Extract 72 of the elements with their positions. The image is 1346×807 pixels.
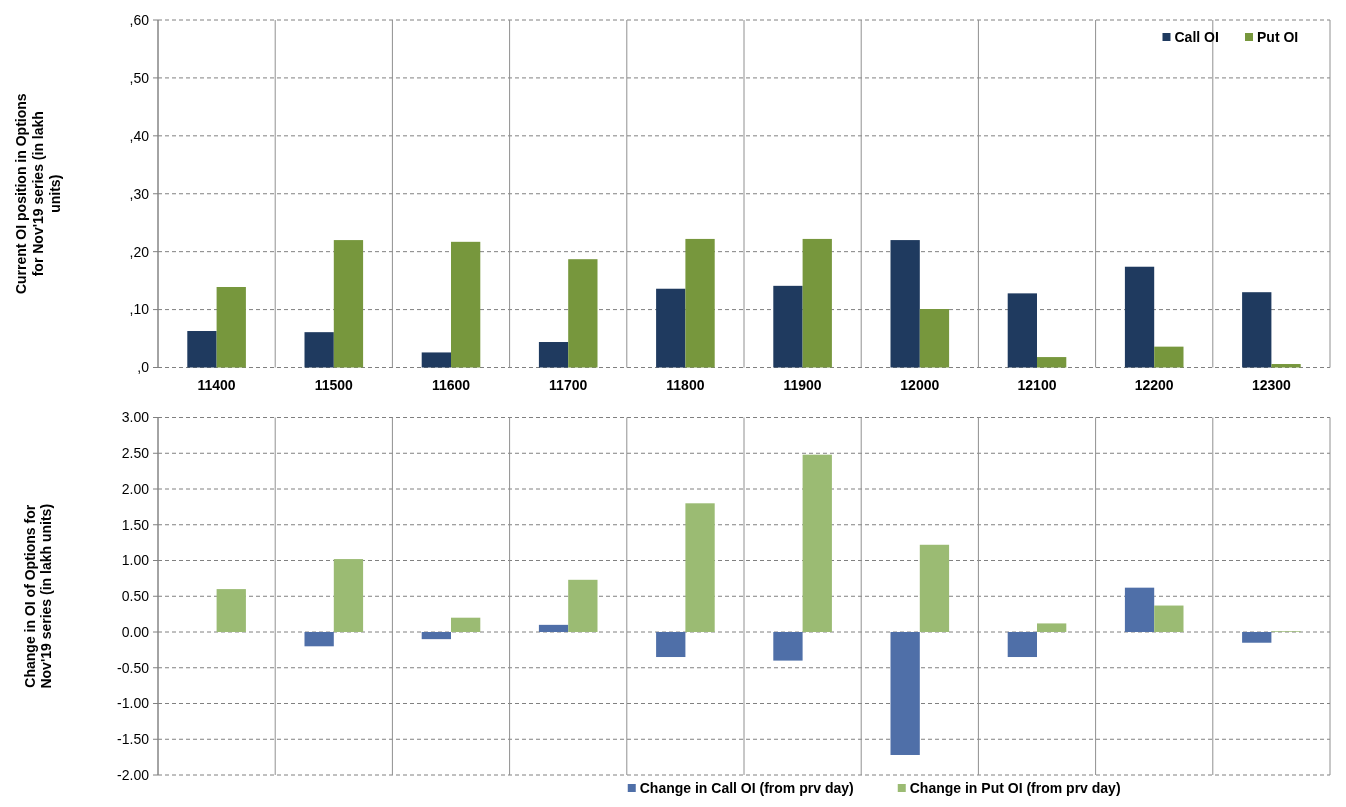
bar — [919, 309, 950, 368]
y-tick-label: ,20 — [129, 243, 150, 260]
x-tick-label: 12300 — [1251, 376, 1292, 393]
bar — [802, 238, 832, 368]
bar — [1242, 292, 1272, 368]
bar — [333, 559, 364, 632]
bar — [1242, 632, 1272, 643]
bar — [304, 632, 334, 647]
bar — [1271, 364, 1301, 368]
bar — [187, 331, 217, 368]
y-tick-label: ,10 — [129, 301, 150, 318]
legend-label: Change in Call OI (from prv day) — [639, 780, 854, 796]
y-tick-label: ,50 — [129, 69, 150, 86]
bar — [421, 632, 451, 640]
y-tick-label: ,0 — [137, 359, 150, 376]
bar — [1124, 266, 1155, 368]
bar — [656, 288, 686, 368]
x-tick-label: 12000 — [900, 376, 940, 393]
bar — [773, 632, 803, 661]
y-tick-label: ,60 — [129, 11, 150, 28]
bar — [1037, 357, 1067, 368]
bar — [1154, 346, 1184, 368]
y-tick-label: ,40 — [129, 127, 150, 144]
legend-label: Change in Put OI (from prv day) — [909, 780, 1121, 796]
y-axis-title: Current OI position in Options for Nov'19 series (in lakh units) — [13, 93, 63, 295]
y-tick-label: 1.00 — [121, 552, 150, 569]
bar — [773, 285, 803, 368]
bar — [333, 240, 364, 368]
x-tick-label: 11600 — [431, 376, 471, 393]
bar — [568, 259, 598, 368]
bar — [216, 589, 246, 632]
bar — [304, 332, 334, 368]
bar — [451, 241, 481, 368]
y-tick-label: -2.00 — [117, 766, 150, 783]
y-tick-label: ,30 — [129, 185, 150, 202]
bar — [216, 287, 246, 368]
x-tick-label: 11800 — [666, 376, 705, 393]
bar — [1154, 605, 1184, 632]
x-tick-label: 11400 — [197, 376, 236, 393]
x-tick-label: 12100 — [1017, 376, 1057, 393]
y-tick-label: 1.50 — [121, 516, 150, 533]
x-tick-label: 12200 — [1134, 376, 1174, 393]
y-tick-label: 0.50 — [121, 588, 150, 605]
y-axis-title: Change in OI of Options for Nov'19 series (in lakh units) — [21, 503, 55, 689]
bar — [1007, 632, 1037, 658]
y-tick-label: -1.00 — [117, 695, 150, 712]
y-tick-label: -1.50 — [117, 731, 150, 748]
bar — [538, 342, 569, 368]
bar — [451, 617, 481, 632]
bar — [1007, 293, 1037, 368]
y-tick-label: 2.50 — [121, 445, 150, 462]
y-tick-label: 2.00 — [121, 480, 150, 497]
bar — [568, 579, 598, 632]
bar — [538, 624, 569, 632]
bar — [685, 238, 715, 368]
bar — [890, 632, 920, 755]
bar — [421, 352, 451, 368]
bar — [1037, 623, 1067, 632]
bar — [685, 503, 715, 632]
y-tick-label: 3.00 — [121, 409, 150, 426]
bar — [1124, 587, 1155, 632]
bar — [890, 240, 920, 368]
x-tick-label: 11900 — [783, 376, 822, 393]
x-tick-label: 11700 — [549, 376, 588, 393]
bar — [802, 454, 832, 632]
bar — [919, 544, 950, 632]
bar — [656, 632, 686, 658]
x-tick-label: 11500 — [314, 376, 354, 393]
y-tick-label: 0.00 — [121, 623, 150, 640]
legend-label: Call OI — [1174, 29, 1219, 45]
y-tick-label: -0.50 — [117, 659, 150, 676]
legend-label: Put OI — [1257, 29, 1299, 45]
